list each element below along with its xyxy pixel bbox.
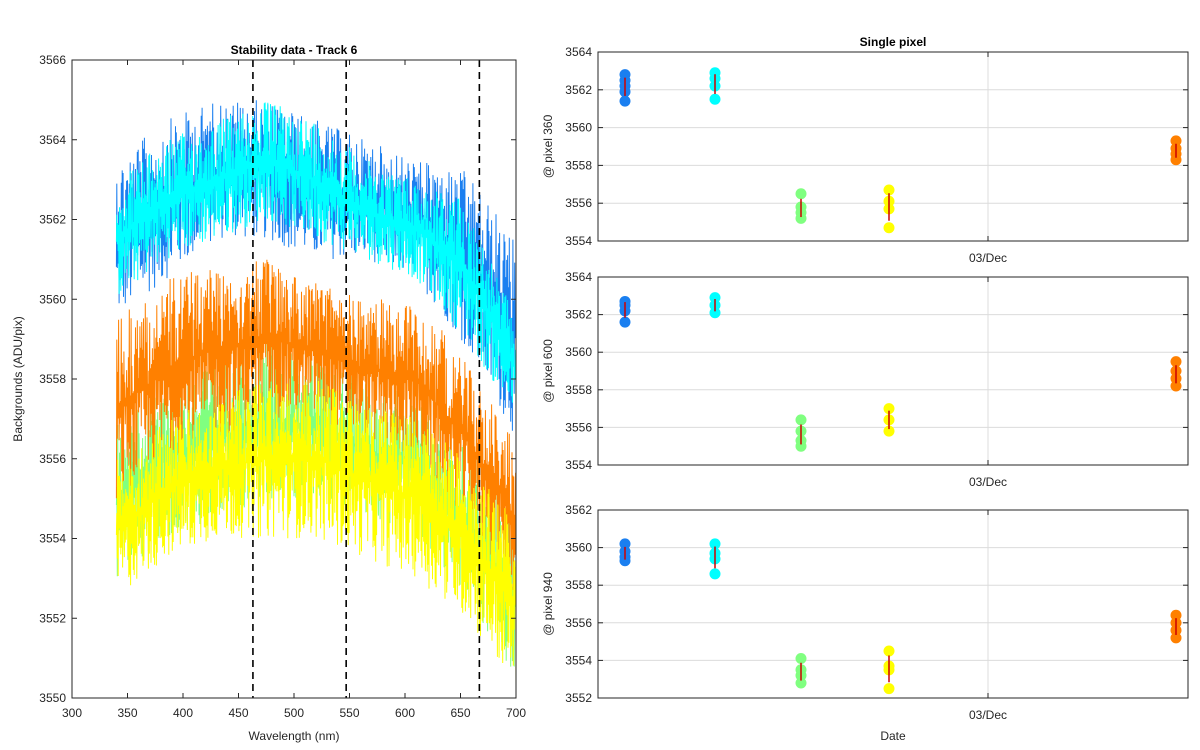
x-tick-label: 650 [450,706,470,720]
x-tick-label: 300 [62,706,82,720]
y-tick-label: 3554 [565,653,592,667]
y-tick-label: 3550 [39,691,66,705]
y-tick-label: 3556 [565,196,592,210]
scatter-point [795,212,807,224]
scatter-point [619,316,631,328]
y-tick-label: 3558 [565,578,592,592]
y-axis-label-pixel: @ pixel 600 [541,339,555,403]
y-tick-label: 3558 [565,383,592,397]
x-tick-label: 600 [395,706,415,720]
series-group [115,100,516,686]
scatter-point [1170,135,1182,147]
scatter-point [619,95,631,107]
scatter-point [795,653,807,665]
y-tick-label: 3560 [565,121,592,135]
scatter-point [709,292,721,304]
x-tick-label: 550 [339,706,359,720]
y-tick-label: 3560 [565,345,592,359]
y-tick-label: 3560 [565,541,592,555]
y-tick-label: 3564 [565,270,592,284]
scatter-point [1170,380,1182,392]
scatter-point [883,683,895,695]
scatter-point [795,414,807,426]
y-tick-label: 3560 [39,292,66,306]
plot-area-right-1 [598,277,1188,465]
scatter-point [619,555,631,567]
y-tick-label: 3552 [565,691,592,705]
y-tick-label: 3556 [565,420,592,434]
scatter-point [709,93,721,105]
chart-title-left: Stability data - Track 6 [231,43,358,57]
scatter-point [795,440,807,452]
y-tick-label: 3552 [39,611,66,625]
y-tick-label: 3554 [39,532,66,546]
scatter-point [1170,154,1182,166]
x-tick-label: 450 [228,706,248,720]
scatter-point [795,677,807,689]
y-tick-label: 3554 [565,458,592,472]
y-tick-label: 3554 [565,234,592,248]
axes-frame-right-1 [597,276,1189,466]
scatter-point [883,425,895,437]
scatter-point [883,403,895,415]
y-tick-label: 3564 [39,133,66,147]
scatter-point [883,184,895,196]
scatter-point [1170,356,1182,368]
x-tick-label-date: 03/Dec [969,251,1007,265]
y-axis-label-pixel: @ pixel 360 [541,114,555,178]
y-axis-label-left: Backgrounds (ADU/pix) [11,316,25,441]
scatter-point [1170,632,1182,644]
axes-frame-right-0 [597,51,1189,242]
y-tick-label: 3558 [565,158,592,172]
scatter-point [709,538,721,550]
scatter-point [709,307,721,319]
y-tick-label: 3562 [565,83,592,97]
y-tick-label: 3556 [565,616,592,630]
scatter-point [883,645,895,657]
y-tick-label: 3556 [39,452,66,466]
y-tick-label: 3562 [565,503,592,517]
series-line-3 [115,259,516,591]
y-tick-label: 3558 [39,372,66,386]
x-tick-label-date: 03/Dec [969,708,1007,722]
scatter-point [619,538,631,550]
y-tick-label: 3566 [39,53,66,67]
x-tick-label: 400 [173,706,193,720]
plot-area-right-0 [598,52,1188,241]
x-tick-label-date: 03/Dec [969,475,1007,489]
x-axis-label-left: Wavelength (nm) [249,729,340,743]
y-tick-label: 3562 [39,213,66,227]
x-axis-label-date: Date [880,729,906,743]
series-line-4 [115,380,516,686]
scatter-point [709,568,721,580]
scatter-point [795,188,807,200]
y-tick-label: 3564 [565,45,592,59]
x-tick-label: 500 [284,706,304,720]
series-line-1 [115,102,516,406]
scatter-point [1170,609,1182,621]
y-axis-label-pixel: @ pixel 940 [541,572,555,636]
x-tick-label: 700 [506,706,526,720]
chart-title-right: Single pixel [860,35,927,49]
y-tick-label: 3562 [565,308,592,322]
scatter-point [883,222,895,234]
x-tick-label: 350 [117,706,137,720]
axes-frame-right-2 [597,509,1189,699]
